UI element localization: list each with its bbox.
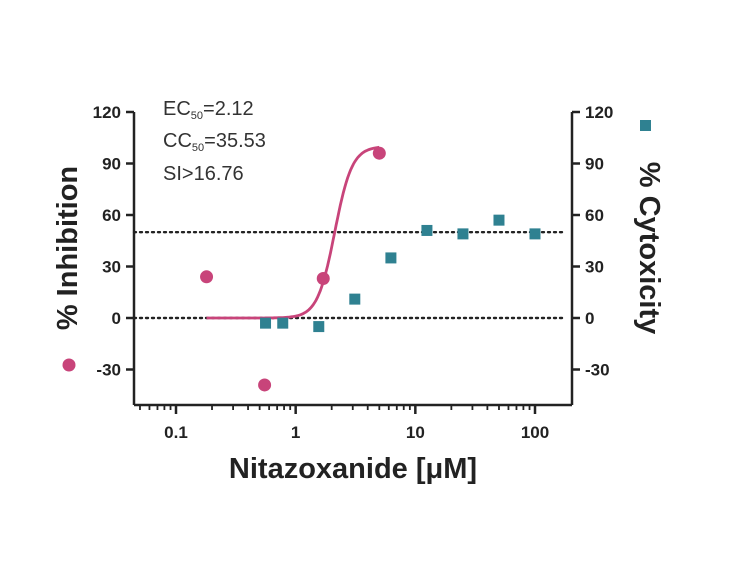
fit-curve-0 [206,145,380,320]
right-y-tick-label-3: 30 [585,258,604,277]
right-y-tick-label-0: 120 [585,103,613,122]
right-y-tick-label-4: 0 [585,309,594,328]
left-y-tick-label-5: -30 [96,361,121,380]
annotation-ec50: EC50=2.12 [163,98,254,122]
cytotoxicity-point-6 [457,228,469,240]
x-tick-label-1: 1 [291,423,300,442]
cytotoxicity-point-7 [493,214,505,226]
cytotoxicity-point-2 [313,321,325,333]
cytotoxicity-point-8 [529,228,541,240]
axes [132,112,574,407]
left-y-axis-title: % Inhibition [52,166,84,330]
left-y-tick-label-0: 120 [93,103,121,122]
cytotoxicity-point-0 [260,317,272,329]
right-y-tick-label-1: 90 [585,155,604,174]
cytotoxicity-point-1 [277,317,289,329]
x-tick-label-0: 0.1 [164,423,188,442]
right-y-tick-label-5: -30 [585,361,610,380]
right-y-axis-title: % Cytoxicity [633,162,665,334]
legend-marker-cytotoxicity [640,120,651,131]
cytotoxicity-point-4 [385,252,397,264]
x-axis-title: Nitazoxanide [μM] [229,453,477,485]
data-points [200,146,541,392]
inhibition-point-2 [316,272,330,286]
x-tick-label-2: 10 [406,423,425,442]
inhibition-point-3 [372,146,386,160]
ticks: 120 120 90 90 60 60 30 30 0 0 -30 -30 0.1 1 10 100 [93,103,614,442]
left-y-tick-label-4: 0 [112,309,121,328]
x-tick-label-3: 100 [521,423,549,442]
left-y-tick-label-2: 60 [102,206,121,225]
reference-lines [132,230,568,320]
right-y-tick-label-2: 60 [585,206,604,225]
left-y-tick-label-3: 30 [102,258,121,277]
fit-curve-layer [206,145,380,320]
annotation-cc50: CC50=35.53 [163,130,266,154]
cytotoxicity-point-5 [421,224,433,236]
inhibition-point-0 [200,270,214,284]
left-y-tick-label-1: 90 [102,155,121,174]
annotations: EC50=2.12 CC50=35.53 SI>16.76 [163,98,266,185]
inhibition-point-1 [258,378,272,392]
annotation-si: SI>16.76 [163,163,244,185]
cytotoxicity-point-3 [349,293,361,305]
legend-marker-inhibition [62,358,76,372]
